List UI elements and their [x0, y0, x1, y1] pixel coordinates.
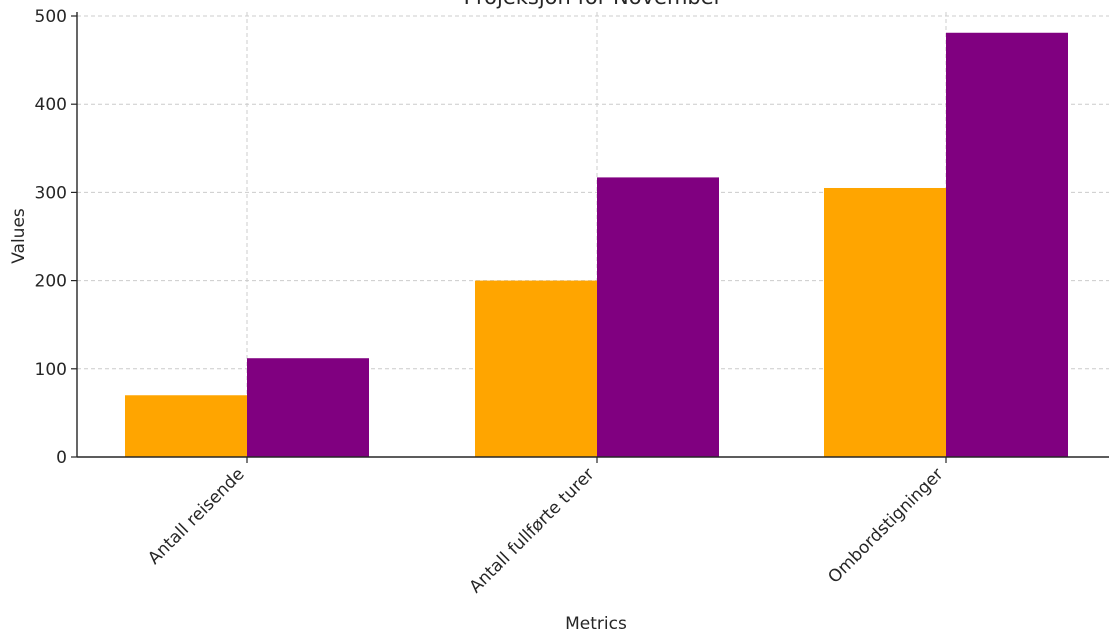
y-tick-label: 400 [35, 95, 67, 115]
y-axis-title: Values [9, 208, 29, 264]
y-tick-label: 100 [35, 360, 67, 380]
y-tick-label: 500 [35, 7, 67, 27]
chart-title: Projeksjon for November [464, 0, 723, 9]
y-tick-label: 0 [56, 448, 67, 468]
bars [125, 32, 1068, 458]
y-ticks: 0 100 200 300 400 500 [35, 7, 77, 468]
bar-series-1-3 [824, 187, 946, 458]
x-tick-label: Ombordstigninger [824, 464, 947, 587]
bar-series-2-3 [946, 32, 1068, 458]
y-tick-label: 300 [35, 183, 67, 203]
x-tick-label: Antall reisende [144, 464, 248, 568]
x-tick-label: Antall fullførte turer [466, 464, 599, 597]
y-tick-label: 200 [35, 272, 67, 292]
x-axis-title: Metrics [565, 614, 627, 634]
bar-series-2-1 [247, 358, 369, 457]
bar-series-1-1 [125, 395, 247, 457]
x-ticks: Antall reisende Antall fullførte turer Omb… [144, 457, 948, 597]
bar-series-2-2 [597, 177, 719, 457]
bar-series-1-2 [475, 280, 597, 457]
axes [76, 12, 1109, 458]
